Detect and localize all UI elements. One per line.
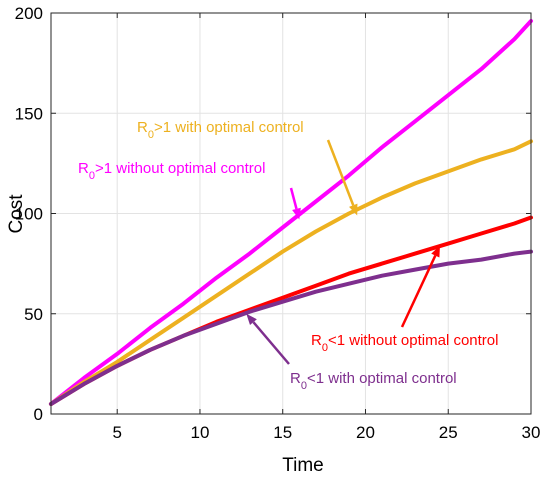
- x-tick-label: 20: [356, 423, 375, 442]
- annotation-arrow-line: [400, 255, 437, 328]
- axis-ticks: 5 10 15 20 25 30 0 50 100 150 200: [15, 4, 541, 442]
- x-tick-label: 30: [522, 423, 541, 442]
- x-tick-label: 5: [112, 423, 121, 442]
- annotation-arrow-line: [326, 139, 355, 206]
- annotation-r0-gt1-without-control: R0>1 without optimal control: [78, 160, 265, 182]
- annotation-prefix: R: [137, 119, 148, 136]
- series-line-3: [49, 249, 533, 406]
- x-tick-label: 15: [273, 423, 292, 442]
- annotation-arrow-line: [289, 187, 298, 210]
- y-tick-label: 100: [15, 205, 43, 224]
- y-tick-label: 150: [15, 104, 43, 123]
- annotation-prefix: R: [78, 160, 89, 177]
- annotation-prefix: R: [311, 332, 322, 349]
- annotation-arrow-head: [431, 245, 440, 258]
- x-tick-label: 25: [439, 423, 458, 442]
- y-axis-title: Cost: [6, 194, 27, 234]
- y-tick-label: 50: [24, 305, 43, 324]
- y-tick-label: 200: [15, 4, 43, 23]
- series-line-1: [49, 139, 533, 406]
- grid-lines: [51, 12, 532, 415]
- annotation-text: <1 with optimal control: [307, 370, 457, 387]
- annotation-r0-lt1-without-control: R0<1 without optimal control: [311, 332, 498, 354]
- series-group: [49, 19, 533, 406]
- annotation-subscript: 0: [148, 129, 154, 141]
- annotation-text: >1 with optimal control: [154, 119, 304, 136]
- annotation-r0-gt1-with-control: R0>1 with optimal control: [137, 119, 304, 141]
- annotation-arrows: [246, 139, 440, 365]
- annotation-r0-lt1-with-control: R0<1 with optimal control: [290, 370, 457, 392]
- annotation-prefix: R: [290, 370, 301, 387]
- annotation-arrow-line: [252, 321, 290, 365]
- x-axis-title: Time: [282, 455, 324, 476]
- x-tick-label: 10: [191, 423, 210, 442]
- annotation-arrow-head: [246, 313, 257, 326]
- y-tick-label: 0: [34, 405, 43, 424]
- annotation-arrow-head: [349, 203, 358, 216]
- annotation-subscript: 0: [89, 170, 95, 182]
- annotation-text: >1 without optimal control: [95, 160, 266, 177]
- annotation-arrow-head: [292, 207, 301, 220]
- annotation-text: <1 without optimal control: [328, 332, 499, 349]
- annotation-subscript: 0: [322, 342, 328, 354]
- annotation-subscript: 0: [301, 380, 307, 392]
